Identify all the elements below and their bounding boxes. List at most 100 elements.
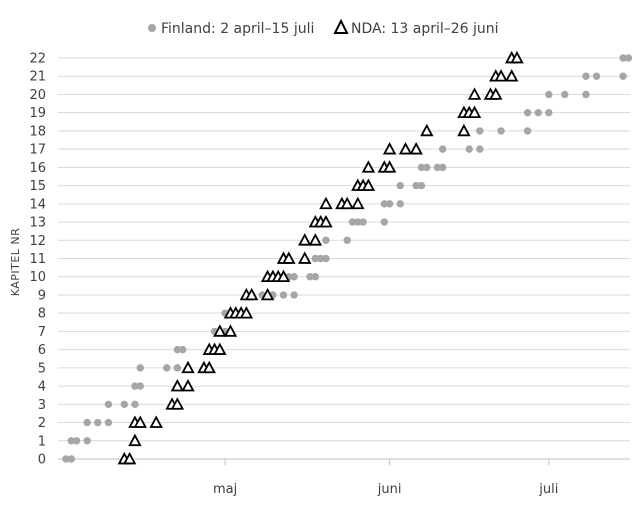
- y-tick-label-0: 0: [38, 453, 46, 468]
- point-finland-7: [104, 418, 113, 427]
- y-tick-label-17: 17: [29, 143, 46, 158]
- point-finland-34: [322, 254, 330, 263]
- y-tick-label-14: 14: [29, 197, 46, 212]
- point-finland-12: [136, 382, 144, 390]
- point-finland-10: [131, 400, 139, 409]
- point-nda-10: [181, 360, 195, 374]
- point-nda-36: [319, 214, 333, 228]
- legend-marker-nda: [333, 18, 349, 34]
- point-finland-63: [582, 72, 590, 80]
- x-tick-label-maj: maj: [213, 482, 237, 497]
- point-nda-2: [128, 433, 142, 447]
- x-tick-label-juni: juni: [377, 482, 402, 497]
- point-nda-59: [494, 69, 508, 82]
- point-finland-27: [290, 291, 298, 299]
- point-finland-13: [136, 364, 144, 372]
- point-nda-28: [276, 269, 291, 283]
- y-tick-label-10: 10: [29, 270, 46, 285]
- point-nda-7: [170, 397, 185, 410]
- y-tick-label-13: 13: [29, 216, 46, 231]
- point-finland-45: [412, 181, 420, 190]
- y-tick-label-18: 18: [29, 124, 46, 139]
- y-tick-label-6: 6: [38, 343, 46, 358]
- point-finland-38: [354, 218, 362, 226]
- point-finland-54: [476, 127, 484, 135]
- point-finland-0: [62, 455, 70, 463]
- point-finland-49: [433, 163, 442, 172]
- x-tick-label-juli: juli: [538, 482, 558, 497]
- point-nda-50: [420, 123, 434, 137]
- point-finland-5: [83, 418, 91, 427]
- point-finland-67: [624, 54, 633, 62]
- point-finland-50: [438, 163, 447, 172]
- point-nda-9: [181, 378, 195, 392]
- legend-label-finland: Finland: 2 april–15 juli: [161, 21, 314, 37]
- y-tick-label-3: 3: [38, 398, 46, 413]
- point-finland-31: [311, 273, 320, 281]
- point-nda-12: [202, 360, 216, 374]
- point-finland-62: [582, 90, 590, 99]
- point-nda-15: [213, 342, 227, 355]
- point-nda-4: [133, 415, 147, 428]
- point-nda-32: [298, 233, 312, 246]
- point-finland-26: [279, 291, 288, 299]
- point-nda-17: [223, 324, 238, 337]
- y-tick-label-21: 21: [29, 70, 46, 85]
- point-nda-62: [510, 50, 524, 64]
- point-finland-6: [94, 418, 102, 427]
- legend: Finland: 2 april–15 juli NDA: 13 april–2…: [148, 18, 499, 37]
- point-nda-55: [467, 87, 482, 100]
- point-finland-35: [322, 236, 330, 244]
- point-finland-8: [104, 400, 113, 409]
- point-nda-5: [149, 415, 163, 428]
- point-nda-33: [308, 233, 323, 246]
- y-tick-label-19: 19: [29, 106, 46, 121]
- point-finland-40: [380, 218, 389, 226]
- point-finland-39: [359, 218, 367, 226]
- point-nda-30: [282, 251, 296, 264]
- y-tick-label-8: 8: [38, 307, 46, 322]
- y-tick-label-2: 2: [38, 416, 46, 431]
- point-nda-49: [409, 142, 423, 155]
- y-tick-label-22: 22: [29, 52, 46, 67]
- point-finland-46: [417, 181, 426, 190]
- point-finland-44: [396, 181, 404, 190]
- point-finland-17: [178, 345, 187, 354]
- point-nda-16: [213, 324, 227, 337]
- point-nda-23: [244, 287, 259, 301]
- point-finland-53: [476, 145, 484, 153]
- point-nda-51: [457, 123, 471, 137]
- point-finland-32: [311, 254, 320, 263]
- point-finland-56: [523, 127, 532, 135]
- series-1: [117, 50, 524, 465]
- point-finland-14: [163, 364, 171, 372]
- point-nda-37: [319, 196, 333, 210]
- point-nda-21: [239, 306, 254, 319]
- point-finland-15: [173, 364, 182, 372]
- point-finland-33: [316, 254, 325, 263]
- point-finland-47: [417, 163, 426, 172]
- legend-marker-finland: [148, 24, 156, 32]
- y-axis-title: KAPITEL NR: [9, 228, 22, 297]
- point-finland-2: [67, 437, 75, 445]
- legend-label-nda: NDA: 13 april–26 juni: [351, 21, 499, 37]
- y-tick-label-9: 9: [38, 288, 46, 303]
- y-tick-label-12: 12: [29, 234, 46, 249]
- point-finland-58: [534, 108, 542, 117]
- point-nda-24: [260, 287, 275, 301]
- point-nda-48: [398, 142, 413, 155]
- y-tick-label-7: 7: [38, 325, 46, 340]
- point-finland-3: [72, 437, 81, 445]
- point-finland-61: [561, 90, 569, 99]
- gridlines: [58, 57, 630, 460]
- point-finland-43: [396, 200, 404, 208]
- point-finland-55: [497, 127, 505, 135]
- y-tick-label-1: 1: [38, 434, 46, 449]
- data-points: [62, 50, 633, 465]
- point-finland-16: [173, 345, 182, 354]
- point-nda-8: [170, 378, 185, 392]
- point-nda-57: [489, 87, 503, 100]
- point-finland-48: [423, 163, 431, 172]
